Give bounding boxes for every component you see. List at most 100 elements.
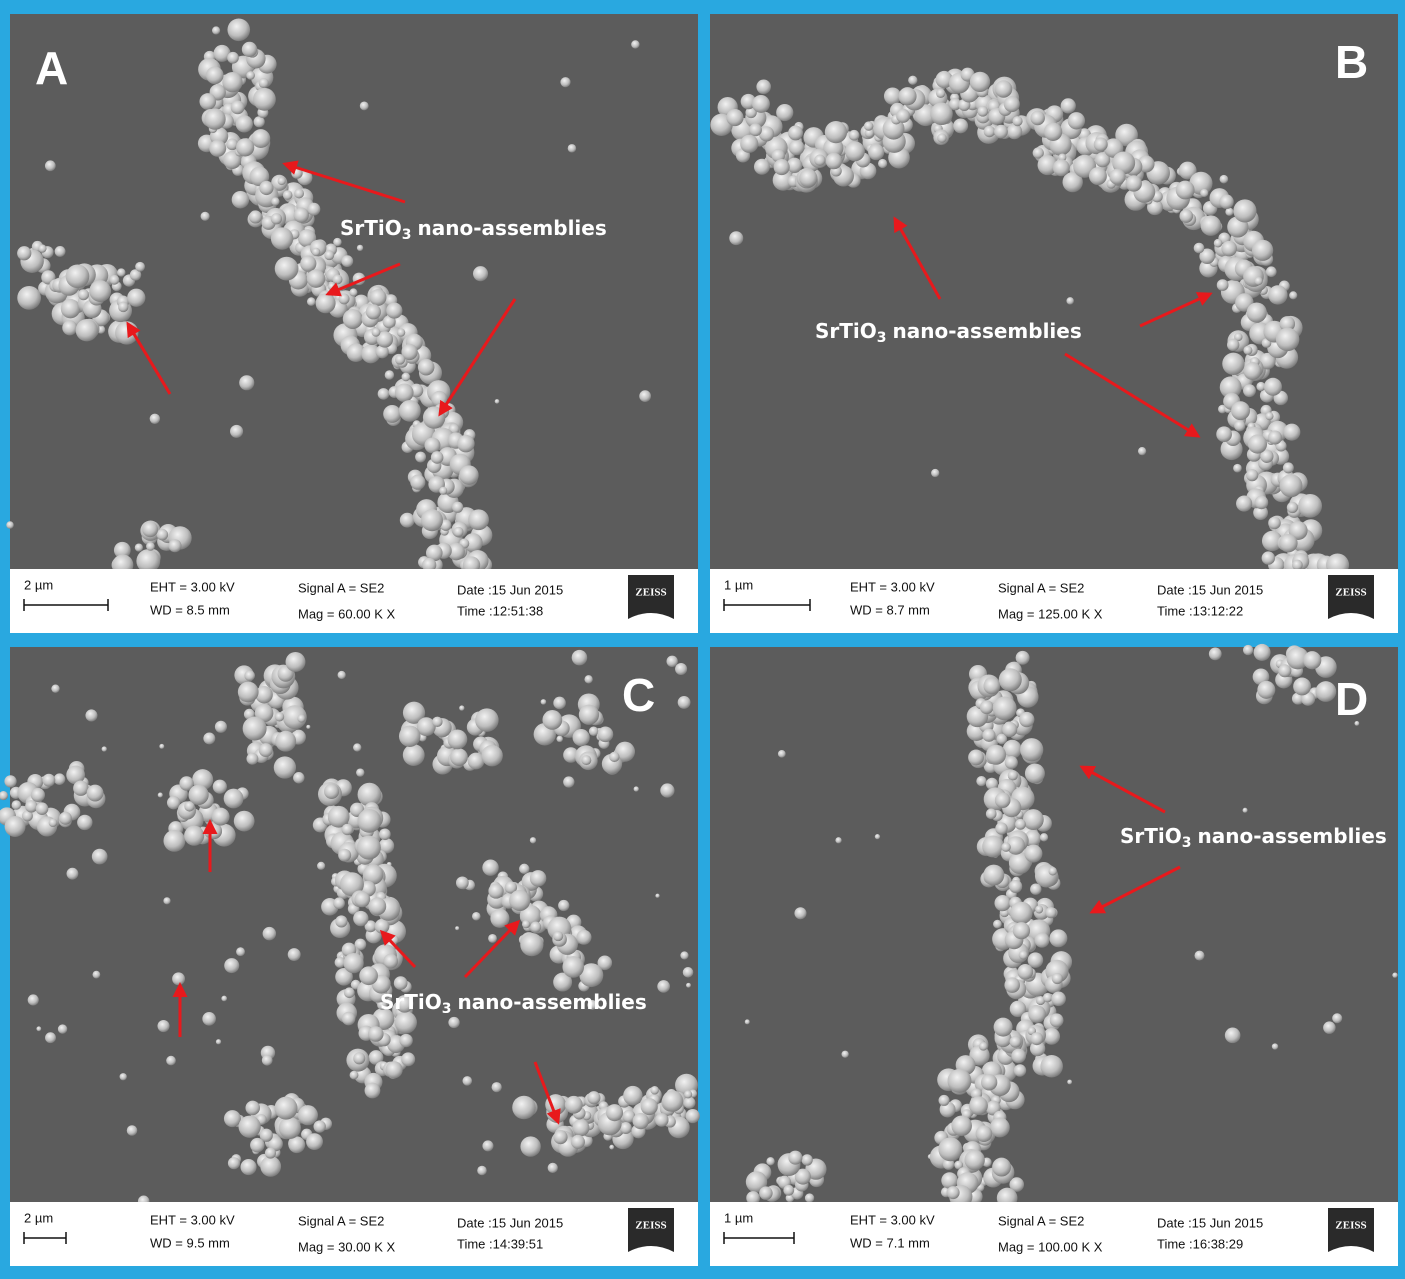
nano-assembly <box>410 475 425 490</box>
nano-assembly <box>1109 169 1125 185</box>
particle <box>568 144 576 152</box>
nano-assembly <box>1216 426 1232 442</box>
particle <box>28 994 39 1005</box>
particle <box>560 77 570 87</box>
nano-assembly <box>168 539 181 552</box>
nano-assembly <box>354 891 370 907</box>
nano-assembly <box>110 275 120 285</box>
nano-assembly <box>236 138 254 156</box>
particle <box>472 912 481 921</box>
nano-assembly <box>587 1091 600 1104</box>
nano-assembly <box>386 302 402 318</box>
nano-assembly <box>740 135 758 153</box>
nano-assembly <box>939 1095 950 1106</box>
nano-assembly <box>399 725 420 746</box>
nano-assembly <box>212 26 220 34</box>
nano-assembly <box>1289 291 1297 299</box>
annotation-formula: SrTiO <box>380 990 442 1014</box>
particle <box>6 521 13 528</box>
nano-assembly <box>259 78 269 88</box>
nano-assembly <box>1094 137 1108 151</box>
particle <box>230 425 243 438</box>
nano-assembly <box>1283 462 1294 473</box>
nano-assembly <box>481 745 502 766</box>
nano-assembly <box>1303 651 1321 669</box>
nano-assembly <box>1233 464 1242 473</box>
nano-assembly <box>1009 880 1022 893</box>
nano-assembly <box>61 299 80 318</box>
nano-assembly <box>1020 738 1043 761</box>
nano-assembly <box>234 811 255 832</box>
nano-assembly <box>312 248 320 256</box>
nano-assembly <box>986 745 1006 765</box>
nano-assembly <box>1004 96 1020 112</box>
particle <box>678 696 691 709</box>
particle <box>473 266 488 281</box>
nano-assembly <box>981 1074 997 1090</box>
particle <box>609 1145 614 1150</box>
nano-assembly <box>868 144 884 160</box>
nano-assembly <box>1225 208 1233 216</box>
particle <box>680 951 688 959</box>
time: Time :12:51:38 <box>457 603 543 618</box>
nano-assembly <box>512 1096 536 1120</box>
nano-assembly <box>623 1086 642 1105</box>
nano-assembly <box>306 1133 323 1150</box>
wd: WD = 7.1 mm <box>850 1235 930 1250</box>
particle <box>1209 647 1222 660</box>
particle <box>85 709 97 721</box>
sem-panel: CSrTiO3nano-assemblies2 µmEHT = 3.00 kVW… <box>0 647 700 1266</box>
particle <box>729 231 743 245</box>
nano-assembly <box>335 915 347 927</box>
nano-assembly <box>224 789 244 809</box>
nano-assembly <box>353 1052 365 1064</box>
eht: EHT = 3.00 kV <box>850 579 935 594</box>
nano-assembly <box>245 1101 260 1116</box>
nano-assembly <box>968 750 984 766</box>
nano-assembly <box>1049 929 1067 947</box>
nano-assembly <box>142 521 158 537</box>
nano-assembly <box>1050 1013 1064 1027</box>
particle <box>541 699 547 705</box>
nano-assembly <box>1252 240 1273 261</box>
nano-assembly <box>1025 763 1045 783</box>
nano-assembly <box>342 824 353 835</box>
nano-assembly <box>118 302 128 312</box>
nano-assembly <box>633 1113 649 1129</box>
panel-label: A <box>35 42 68 94</box>
nano-assembly <box>343 953 363 973</box>
nano-assembly <box>199 93 216 110</box>
nano-assembly <box>1244 362 1262 380</box>
nano-assembly <box>184 826 204 846</box>
nano-assembly <box>339 293 350 304</box>
particle <box>842 1051 849 1058</box>
nano-assembly <box>36 802 49 815</box>
particle <box>657 980 670 993</box>
nano-assembly <box>399 1034 412 1047</box>
nano-assembly <box>359 966 378 985</box>
nano-assembly <box>1221 241 1237 257</box>
particle <box>202 1012 216 1026</box>
particle <box>1323 1021 1335 1033</box>
nano-assembly <box>1222 353 1244 375</box>
nano-assembly <box>1257 681 1275 699</box>
nano-assembly <box>756 80 771 95</box>
nano-assembly <box>206 66 224 84</box>
nano-assembly <box>368 1026 384 1042</box>
nano-assembly <box>774 159 790 175</box>
particle <box>683 967 694 978</box>
nano-assembly <box>509 890 530 911</box>
eht: EHT = 3.00 kV <box>850 1212 935 1227</box>
nano-assembly <box>542 710 562 730</box>
particle <box>159 744 164 749</box>
nano-assembly <box>73 781 88 796</box>
nano-assembly <box>368 897 386 915</box>
nano-assembly <box>749 123 762 136</box>
nano-assembly <box>999 668 1022 691</box>
annotation-text: nano-assemblies <box>893 319 1082 343</box>
nano-assembly <box>776 104 793 121</box>
nano-assembly <box>333 897 345 909</box>
nano-assembly <box>265 1147 276 1158</box>
panel-label: D <box>1335 673 1368 725</box>
